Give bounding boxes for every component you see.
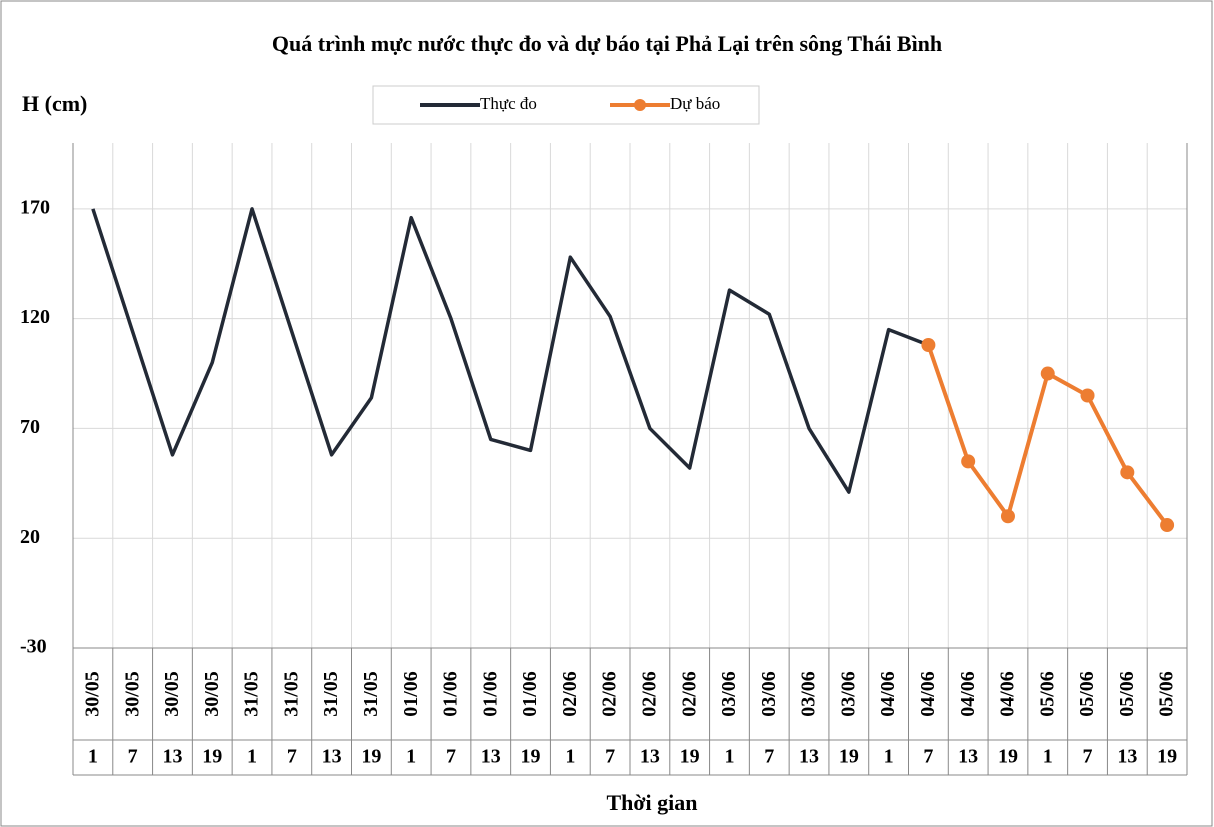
x-tick-label: 31/05 <box>280 671 302 717</box>
x-hour-label: 13 <box>958 746 978 768</box>
x-hour-label: 1 <box>724 746 734 768</box>
x-tick-label: 01/06 <box>400 671 422 717</box>
x-hour-label: 7 <box>446 746 456 768</box>
x-hour-label: 1 <box>884 746 894 768</box>
x-tick-label: 04/06 <box>917 671 939 717</box>
y-axis-label: H (cm) <box>22 91 87 116</box>
point <box>1080 388 1095 403</box>
legend-label: Dự báo <box>670 94 720 113</box>
x-tick-label: 31/05 <box>241 671 263 717</box>
x-tick-label: 01/06 <box>519 671 541 717</box>
x-tick-label: 01/06 <box>440 671 462 717</box>
x-tick-label: 30/05 <box>81 671 103 717</box>
point <box>921 338 936 352</box>
series-line <box>91 207 930 494</box>
x-tick-label: 03/06 <box>798 671 820 717</box>
x-tick-label: 30/05 <box>161 671 183 717</box>
y-tick-label: 120 <box>20 306 50 328</box>
x-hour-label: 7 <box>605 746 615 768</box>
x-tick-label: 03/06 <box>718 671 740 717</box>
x-tick-label: 30/05 <box>201 671 223 717</box>
y-tick-label: -30 <box>20 636 47 658</box>
x-hour-label: 13 <box>1117 746 1137 768</box>
x-tick-label: 31/05 <box>360 671 382 717</box>
x-hour-label: 19 <box>521 746 541 768</box>
y-tick-label: 170 <box>20 196 50 218</box>
x-hour-label: 19 <box>361 746 381 768</box>
chart-title: Quá trình mực nước thực đo và dự báo tại… <box>272 31 942 56</box>
x-hour-label: 7 <box>764 746 774 768</box>
x-axis-label: Thời gian <box>606 790 697 815</box>
legend-marker <box>634 99 646 111</box>
x-hour-label: 13 <box>640 746 660 768</box>
x-hour-label: 13 <box>481 746 501 768</box>
x-tick-label: 05/06 <box>1036 671 1058 717</box>
x-hour-label: 1 <box>565 746 575 768</box>
x-tick-label: 31/05 <box>320 671 342 717</box>
point <box>1120 465 1135 480</box>
x-hour-label: 1 <box>247 746 257 768</box>
x-hour-label: 19 <box>202 746 222 768</box>
point <box>1000 509 1015 524</box>
x-tick-label: 03/06 <box>837 671 859 717</box>
x-hour-label: 7 <box>923 746 933 768</box>
x-tick-label: 02/06 <box>678 671 700 717</box>
x-tick-label: 02/06 <box>559 671 581 717</box>
x-tick-label: 02/06 <box>599 671 621 717</box>
point <box>1160 518 1175 533</box>
x-hour-label: 13 <box>162 746 182 768</box>
x-hour-label: 7 <box>287 746 297 768</box>
point <box>1040 366 1055 381</box>
x-tick-label: 04/06 <box>997 671 1019 717</box>
x-hour-label: 19 <box>680 746 700 768</box>
x-tick-label: 05/06 <box>1076 671 1098 717</box>
x-hour-label: 13 <box>799 746 819 768</box>
x-hour-label: 19 <box>1157 746 1177 768</box>
x-hour-label: 1 <box>88 746 98 768</box>
y-tick-label: 20 <box>20 526 40 548</box>
x-tick-label: 05/06 <box>1116 671 1138 717</box>
x-hour-label: 7 <box>128 746 138 768</box>
x-tick-label: 05/06 <box>1156 671 1178 717</box>
x-tick-label: 03/06 <box>758 671 780 717</box>
x-tick-label: 04/06 <box>957 671 979 717</box>
x-hour-label: 13 <box>322 746 342 768</box>
x-tick-label: 02/06 <box>638 671 660 717</box>
x-hour-label: 19 <box>839 746 859 768</box>
y-tick-label: 70 <box>20 416 40 438</box>
x-tick-label: 30/05 <box>121 671 143 717</box>
x-hour-label: 1 <box>406 746 416 768</box>
x-hour-label: 1 <box>1043 746 1053 768</box>
x-tick-label: 01/06 <box>479 671 501 717</box>
x-tick-label: 04/06 <box>877 671 899 717</box>
x-hour-label: 7 <box>1083 746 1093 768</box>
point <box>961 454 976 469</box>
x-hour-label: 19 <box>998 746 1018 768</box>
legend-label: Thực đo <box>480 94 537 113</box>
